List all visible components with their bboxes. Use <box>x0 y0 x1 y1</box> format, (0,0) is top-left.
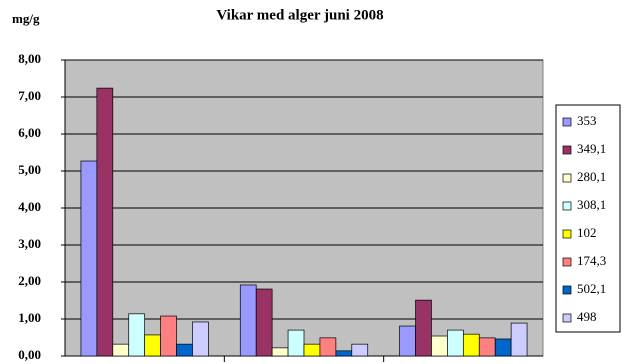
legend-swatch <box>562 257 572 267</box>
bar <box>478 337 496 357</box>
bar <box>351 343 369 357</box>
legend-label: 502,1 <box>577 281 606 296</box>
y-tick-label: 1,00 <box>18 310 41 325</box>
bar <box>431 335 448 357</box>
bar <box>287 329 305 357</box>
bar <box>303 343 321 357</box>
legend-swatch <box>562 201 572 211</box>
legend-label: 280,1 <box>577 169 606 184</box>
bar <box>415 299 432 357</box>
legend-label: 349,1 <box>577 141 606 156</box>
bar <box>192 321 209 357</box>
bar <box>335 350 353 357</box>
bar <box>319 337 337 357</box>
y-tick-label: 8,00 <box>18 51 41 66</box>
y-tick-label: 4,00 <box>18 199 41 214</box>
bar <box>255 288 273 357</box>
y-tick-label: 3,00 <box>18 236 41 251</box>
bar <box>447 329 464 357</box>
bar <box>160 315 177 357</box>
legend-label: 174,3 <box>577 253 606 268</box>
legend-label: 102 <box>577 225 597 240</box>
legend-swatch <box>562 229 572 239</box>
y-tick-label: 5,00 <box>18 162 41 177</box>
bar <box>112 343 130 357</box>
bar <box>80 160 98 357</box>
bar <box>510 322 528 357</box>
legend-swatch <box>562 117 572 127</box>
bar <box>96 87 114 357</box>
bar <box>271 347 289 357</box>
legend-label: 498 <box>577 309 597 324</box>
bar <box>239 284 257 357</box>
bar <box>176 343 193 357</box>
bar <box>128 313 146 357</box>
bar <box>494 338 512 357</box>
legend <box>555 104 621 333</box>
bar <box>399 325 416 357</box>
legend-swatch <box>562 173 572 183</box>
legend-swatch <box>562 285 572 295</box>
bar <box>462 333 480 357</box>
y-tick-label: 0,00 <box>18 347 41 362</box>
chart-title: Vikar med alger juni 2008 <box>216 7 383 23</box>
legend-label: 353 <box>577 113 597 128</box>
y-tick-label: 7,00 <box>18 88 41 103</box>
legend-swatch <box>562 313 572 323</box>
y-tick-label: 2,00 <box>18 273 41 288</box>
legend-swatch <box>562 145 572 155</box>
legend-label: 308,1 <box>577 197 606 212</box>
y-axis-label: mg/g <box>12 11 40 26</box>
y-tick-label: 6,00 <box>18 125 41 140</box>
bar <box>144 334 161 357</box>
